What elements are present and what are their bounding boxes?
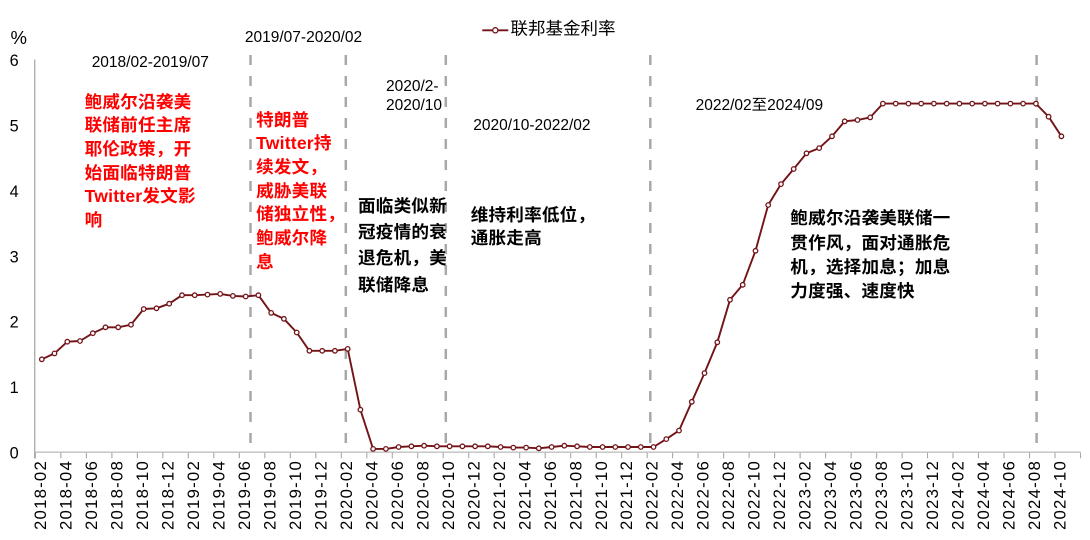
svg-text:2023-08: 2023-08 bbox=[872, 460, 891, 530]
svg-text:2020-06: 2020-06 bbox=[388, 460, 407, 530]
svg-text:2019-10: 2019-10 bbox=[286, 460, 305, 530]
svg-text:6: 6 bbox=[10, 52, 19, 70]
svg-text:2023-10: 2023-10 bbox=[898, 460, 917, 530]
svg-text:2020-04: 2020-04 bbox=[362, 460, 381, 530]
svg-text:2021-10: 2021-10 bbox=[592, 460, 611, 530]
svg-text:联邦基金利率: 联邦基金利率 bbox=[511, 19, 616, 39]
svg-text:2021-02: 2021-02 bbox=[490, 460, 509, 530]
svg-text:0: 0 bbox=[10, 445, 19, 463]
svg-text:2022-08: 2022-08 bbox=[719, 460, 738, 530]
svg-text:2020-02: 2020-02 bbox=[337, 460, 356, 530]
svg-text:2019-08: 2019-08 bbox=[260, 460, 279, 530]
svg-text:2024-04: 2024-04 bbox=[974, 460, 993, 530]
svg-text:2024-08: 2024-08 bbox=[1025, 460, 1044, 530]
svg-text:2018-08: 2018-08 bbox=[107, 460, 126, 530]
svg-text:2021-08: 2021-08 bbox=[566, 460, 585, 530]
svg-text:2023-02: 2023-02 bbox=[796, 460, 815, 530]
svg-text:2022-04: 2022-04 bbox=[668, 460, 687, 530]
svg-text:2020-12: 2020-12 bbox=[464, 460, 483, 530]
svg-text:2022-02: 2022-02 bbox=[643, 460, 662, 530]
svg-text:2021-04: 2021-04 bbox=[515, 460, 534, 530]
svg-text:2023-04: 2023-04 bbox=[821, 460, 840, 530]
svg-text:2019-04: 2019-04 bbox=[209, 460, 228, 530]
svg-text:2021-06: 2021-06 bbox=[541, 460, 560, 530]
svg-text:2023-06: 2023-06 bbox=[847, 460, 866, 530]
svg-text:5: 5 bbox=[10, 118, 19, 136]
svg-text:2022-10: 2022-10 bbox=[745, 460, 764, 530]
svg-text:2022-06: 2022-06 bbox=[694, 460, 713, 530]
svg-text:1: 1 bbox=[10, 379, 19, 397]
svg-text:2019-06: 2019-06 bbox=[235, 460, 254, 530]
svg-text:2019-12: 2019-12 bbox=[311, 460, 330, 530]
svg-text:2: 2 bbox=[10, 314, 19, 332]
svg-text:4: 4 bbox=[10, 183, 19, 201]
svg-text:2018-10: 2018-10 bbox=[133, 460, 152, 530]
svg-text:2022-12: 2022-12 bbox=[770, 460, 789, 530]
svg-text:2024-02: 2024-02 bbox=[949, 460, 968, 530]
svg-text:3: 3 bbox=[10, 248, 19, 266]
svg-text:2020-10: 2020-10 bbox=[439, 460, 458, 530]
svg-text:2018-06: 2018-06 bbox=[82, 460, 101, 530]
svg-text:2024-10: 2024-10 bbox=[1051, 460, 1070, 530]
svg-text:2018-04: 2018-04 bbox=[57, 460, 76, 530]
svg-text:2018-02: 2018-02 bbox=[31, 460, 50, 530]
svg-text:2024-06: 2024-06 bbox=[1000, 460, 1019, 530]
svg-text:2020-08: 2020-08 bbox=[413, 460, 432, 530]
svg-text:2023-12: 2023-12 bbox=[923, 460, 942, 530]
svg-text:2019-02: 2019-02 bbox=[184, 460, 203, 530]
svg-text:2021-12: 2021-12 bbox=[617, 460, 636, 530]
svg-text:2018-12: 2018-12 bbox=[158, 460, 177, 530]
svg-text:%: % bbox=[11, 27, 27, 48]
